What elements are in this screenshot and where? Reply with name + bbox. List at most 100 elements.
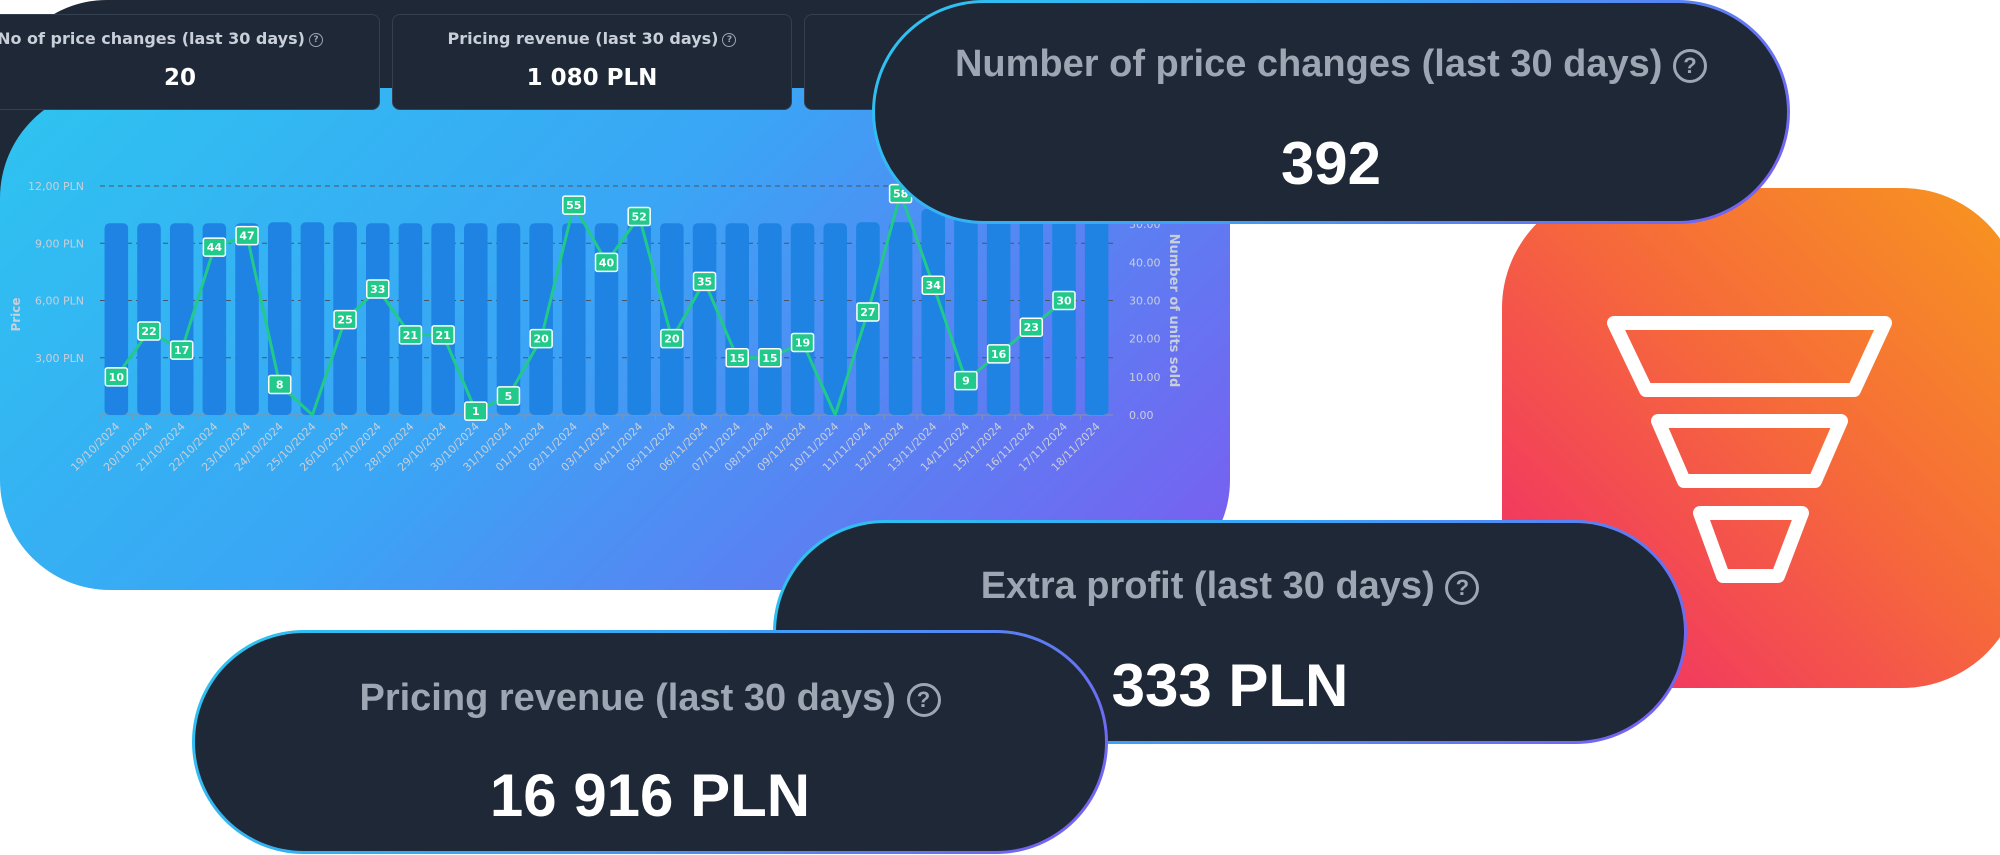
price-bar	[300, 222, 325, 415]
help-circle-icon[interactable]: ?	[906, 682, 941, 717]
units-point-label: 25	[337, 314, 352, 327]
units-point-label: 16	[991, 348, 1007, 361]
price-bar	[758, 223, 782, 415]
y-tick-label: 9,00 PLN	[35, 237, 84, 250]
help-circle-icon[interactable]: ?	[1673, 48, 1707, 83]
pill-value: 333 PLN	[1111, 652, 1349, 719]
y2-axis-title: Number of units sold	[1166, 234, 1181, 388]
price-bar	[431, 223, 455, 415]
units-point	[366, 279, 390, 299]
price-changes-pill: Number of price changes (last 30 days) ?…	[875, 3, 1787, 221]
units-point-label: 34	[926, 279, 942, 292]
help-circle-icon[interactable]: ?	[722, 32, 737, 47]
units-point-label: 5	[505, 390, 513, 403]
y-tick-label: 3,00 PLN	[35, 352, 84, 365]
y2-tick-label: 30.00	[1129, 295, 1161, 308]
stat-value: 1 080 PLN	[526, 65, 658, 91]
units-point-label: 22	[141, 325, 156, 338]
pill-value: 16 916 PLN	[489, 762, 811, 829]
units-point	[496, 386, 521, 406]
price-bar	[365, 223, 390, 415]
price-bar	[202, 223, 227, 415]
y-tick-label: 12,00 PLN	[28, 180, 84, 193]
units-point-label: 20	[533, 333, 549, 346]
units-point-label: 10	[109, 371, 125, 384]
units-point-label: 27	[860, 306, 875, 319]
price-bar	[267, 222, 292, 415]
help-circle-icon[interactable]: ?	[308, 32, 323, 47]
units-point-label: 35	[697, 275, 712, 288]
units-point	[529, 328, 553, 349]
price-bar	[562, 223, 586, 415]
y2-tick-label: 40.00	[1129, 256, 1161, 269]
units-point	[235, 225, 259, 246]
price-bar	[725, 223, 749, 415]
stat-label: No of price changes (last 30 days)?	[0, 29, 379, 48]
units-point	[954, 370, 978, 391]
price-bar	[169, 223, 194, 415]
units-point	[1019, 317, 1044, 337]
y2-tick-label: 0.00	[1129, 409, 1154, 422]
units-point	[464, 401, 488, 421]
units-point	[431, 325, 455, 345]
units-line	[115, 192, 1065, 417]
units-point	[333, 309, 357, 330]
price-bar	[1052, 208, 1076, 415]
units-point-label: 33	[370, 283, 385, 296]
units-point	[627, 206, 651, 227]
units-point	[267, 374, 292, 395]
funnel-icon	[1607, 316, 1892, 583]
price-bar	[235, 223, 259, 415]
units-point-label: 44	[207, 241, 223, 254]
price-bar	[529, 223, 553, 415]
pill-label: Pricing revenue (last 30 days) ?	[197, 677, 1103, 720]
units-point-label: 47	[239, 230, 254, 243]
y2-tick-label: 20.00	[1129, 333, 1161, 346]
units-point	[562, 195, 586, 215]
units-point-label: 8	[276, 378, 284, 391]
help-circle-icon[interactable]: ?	[1445, 570, 1480, 605]
units-point	[594, 252, 619, 273]
units-point	[169, 340, 194, 360]
pill-label: Number of price changes (last 30 days) ?	[877, 43, 1785, 86]
y-axis-title: Price	[9, 297, 23, 331]
units-point-label: 55	[566, 199, 581, 212]
units-point	[790, 332, 815, 353]
price-bar	[464, 223, 488, 415]
units-point-label: 9	[962, 375, 970, 388]
units-point	[856, 302, 880, 322]
units-point-label: 19	[795, 336, 810, 349]
units-point-label: 20	[664, 333, 680, 346]
stat-value: 20	[163, 65, 196, 91]
units-point	[692, 271, 717, 292]
units-point-label: 21	[403, 329, 418, 342]
stat-label: Pricing revenue (last 30 days)?	[393, 29, 791, 48]
units-point	[758, 348, 782, 368]
pill-label: Extra profit (last 30 days) ?	[778, 565, 1682, 608]
price-bar	[1019, 208, 1044, 415]
price-bar	[823, 223, 848, 415]
units-point	[137, 321, 161, 341]
y2-tick-label: 10.00	[1129, 371, 1161, 384]
units-point	[921, 275, 946, 295]
units-point	[104, 367, 129, 387]
price-bar	[790, 223, 815, 415]
units-point	[398, 325, 423, 345]
units-point	[986, 344, 1011, 364]
price-bar	[627, 223, 651, 415]
price-bar	[1084, 208, 1109, 415]
pricing-revenue-pill: Pricing revenue (last 30 days) ? 16 916 …	[195, 633, 1105, 851]
units-point	[660, 328, 684, 349]
y-tick-label: 6,00 PLN	[35, 295, 84, 308]
stat-card-price-changes: No of price changes (last 30 days)? 20	[0, 14, 380, 110]
price-bar	[986, 208, 1011, 415]
units-point-label: 23	[1024, 321, 1039, 334]
units-point-label: 40	[599, 256, 615, 269]
price-bar	[137, 223, 161, 415]
price-bar	[496, 223, 521, 415]
stat-card-pricing-revenue: Pricing revenue (last 30 days)? 1 080 PL…	[392, 14, 792, 110]
price-bar	[398, 223, 423, 415]
price-bar	[692, 223, 717, 415]
units-point-label: 1	[472, 405, 480, 418]
units-point-label: 15	[762, 352, 777, 365]
